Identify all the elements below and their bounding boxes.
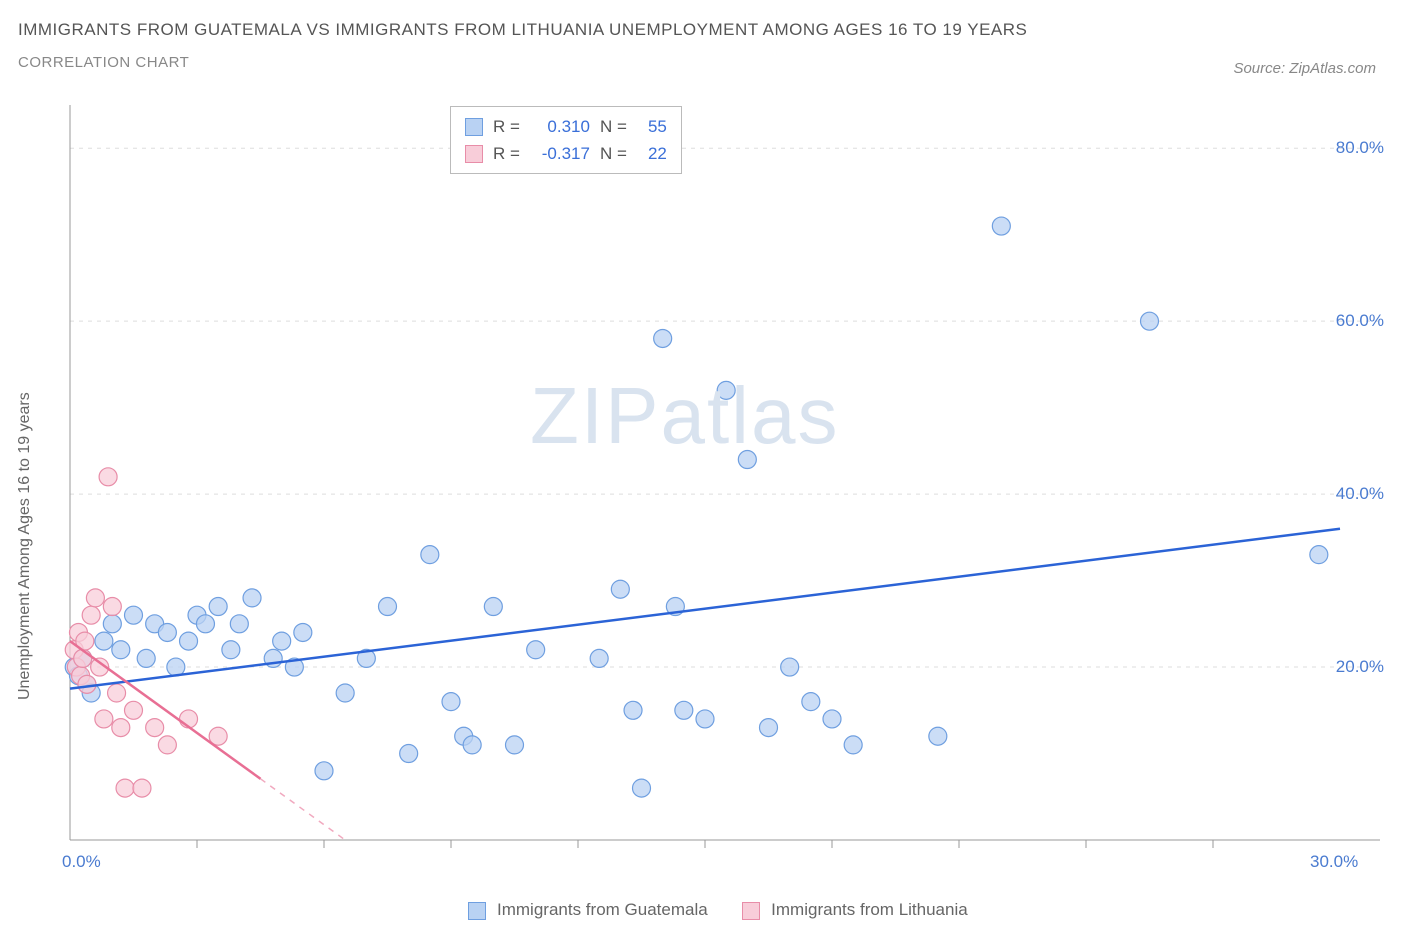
chart-subtitle: CORRELATION CHART bbox=[18, 54, 1027, 71]
stats-row-guatemala: R = 0.310 N = 55 bbox=[465, 113, 667, 140]
x-tick-label: 0.0% bbox=[62, 852, 101, 872]
n-value-lithuania: 22 bbox=[637, 140, 667, 167]
legend-swatch-guatemala bbox=[468, 902, 486, 920]
n-label: N = bbox=[600, 140, 627, 167]
legend-swatch-lithuania bbox=[742, 902, 760, 920]
r-label: R = bbox=[493, 140, 520, 167]
y-tick-label: 80.0% bbox=[1336, 138, 1384, 158]
y-tick-label: 20.0% bbox=[1336, 657, 1384, 677]
scatter-plot bbox=[60, 100, 1390, 870]
correlation-stats-box: R = 0.310 N = 55 R = -0.317 N = 22 bbox=[450, 106, 682, 174]
n-value-guatemala: 55 bbox=[637, 113, 667, 140]
y-tick-label: 40.0% bbox=[1336, 484, 1384, 504]
y-tick-label: 60.0% bbox=[1336, 311, 1384, 331]
y-axis-label: Unemployment Among Ages 16 to 19 years bbox=[16, 392, 34, 700]
swatch-guatemala bbox=[465, 118, 483, 136]
swatch-lithuania bbox=[465, 145, 483, 163]
x-tick-label: 30.0% bbox=[1310, 852, 1358, 872]
chart-title: IMMIGRANTS FROM GUATEMALA VS IMMIGRANTS … bbox=[18, 20, 1027, 40]
n-label: N = bbox=[600, 113, 627, 140]
legend-label-lithuania: Immigrants from Lithuania bbox=[771, 900, 968, 919]
stats-row-lithuania: R = -0.317 N = 22 bbox=[465, 140, 667, 167]
bottom-legend: Immigrants from Guatemala Immigrants fro… bbox=[0, 900, 1406, 920]
source-attribution: Source: ZipAtlas.com bbox=[1233, 60, 1376, 77]
legend-label-guatemala: Immigrants from Guatemala bbox=[497, 900, 708, 919]
r-label: R = bbox=[493, 113, 520, 140]
r-value-lithuania: -0.317 bbox=[530, 140, 590, 167]
r-value-guatemala: 0.310 bbox=[530, 113, 590, 140]
